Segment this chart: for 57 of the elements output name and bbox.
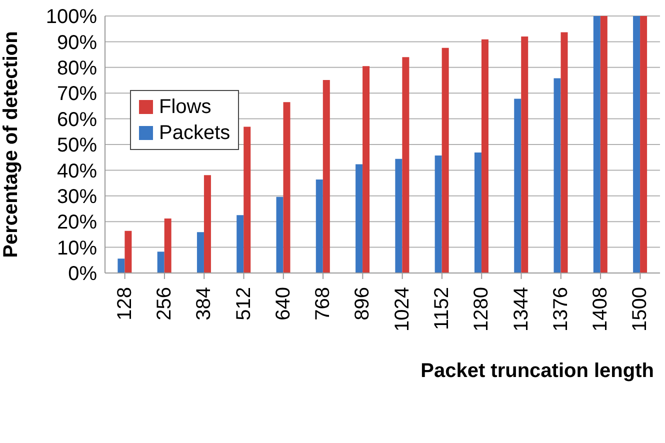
y-tick-label: 100% [46,6,98,28]
y-tick-label: 0% [68,263,98,286]
bar [236,215,244,273]
bar [560,32,568,273]
bar [124,230,132,273]
bar [395,158,402,273]
y-axis-title: Percentage of detection [0,31,22,258]
x-tick-label: 1024 [391,287,414,332]
bar [481,39,488,273]
bar [554,78,561,273]
y-tick-label: 30% [56,186,98,208]
x-tick-label: 1376 [550,287,572,332]
bar [164,218,172,273]
y-tick-label: 20% [56,212,98,234]
bar [244,126,251,273]
bar [600,16,608,273]
x-tick-label: 128 [114,287,136,320]
x-tick-label: 1500 [629,287,652,332]
x-tick-label: 1344 [510,287,532,332]
x-tick-label: 896 [352,287,374,320]
x-tick-label: 1408 [590,287,612,332]
x-tick-label: 384 [193,287,216,320]
bar [276,196,284,273]
bar [521,36,528,273]
bar [593,16,600,273]
bar [633,16,640,273]
bar [362,66,370,273]
x-tick-label: 1280 [470,287,493,332]
x-tick-label: 640 [272,287,294,320]
bar [514,98,522,273]
y-tick-label: 80% [56,58,98,80]
y-tick-label: 90% [56,32,98,54]
y-tick-label: 70% [56,83,98,106]
bar [442,48,449,273]
x-tick-label: 768 [312,287,334,320]
bar [316,179,323,273]
bar [283,102,290,273]
bar [402,57,410,273]
x-tick-label: 512 [232,287,255,320]
x-tick-label: 256 [153,287,176,320]
x-tick-label: 1152 [430,287,453,330]
bar [118,258,125,273]
y-tick-label: 40% [56,160,98,182]
bar [204,175,211,273]
legend-label: Flows [159,95,212,120]
bar [157,252,164,273]
bar [356,164,363,273]
bar [640,16,648,273]
x-axis-title: Packet truncation length [420,360,654,382]
y-tick-label: 10% [56,237,98,260]
bar [474,152,482,273]
legend-label: Packets [159,121,230,146]
bar [196,232,204,273]
bar [434,156,442,273]
y-tick-label: 50% [56,134,98,157]
y-tick-label: 60% [56,108,98,131]
bar [322,80,330,273]
